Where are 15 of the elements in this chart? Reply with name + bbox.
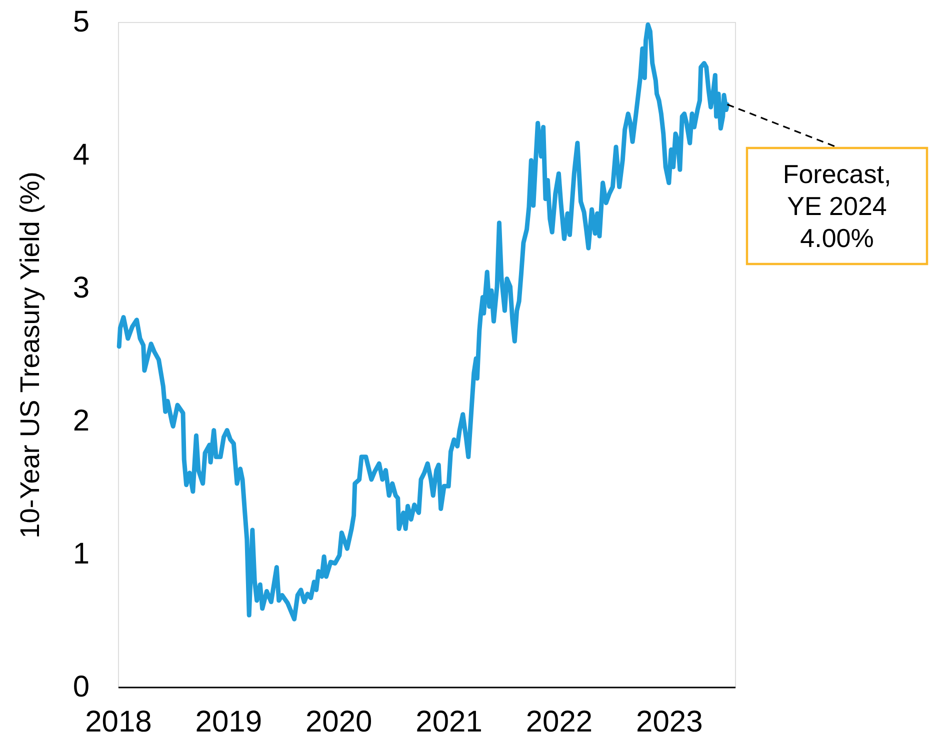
x-tick-label: 2021 bbox=[416, 706, 482, 738]
x-tick-label: 2018 bbox=[85, 706, 152, 738]
annotation: Forecast, YE 2024 4.00% bbox=[782, 159, 892, 253]
x-tick-label: 2022 bbox=[526, 706, 593, 738]
y-tick-label: 2 bbox=[72, 404, 90, 438]
y-tick-label: 1 bbox=[72, 538, 90, 570]
y-axis-title: 10-Year US Treasury Yield (%) bbox=[14, 172, 45, 538]
y-tick-label: 4 bbox=[72, 138, 90, 172]
line-series bbox=[116, 22, 730, 622]
y-tick-label: 3 bbox=[72, 272, 90, 304]
y-tick-label: 5 bbox=[72, 6, 90, 38]
x-tick-label: 2019 bbox=[195, 706, 262, 738]
x-tick-label: 2023 bbox=[636, 706, 703, 738]
x-tick-label: 2020 bbox=[305, 706, 372, 738]
y-tick-label: 0 bbox=[72, 670, 90, 704]
